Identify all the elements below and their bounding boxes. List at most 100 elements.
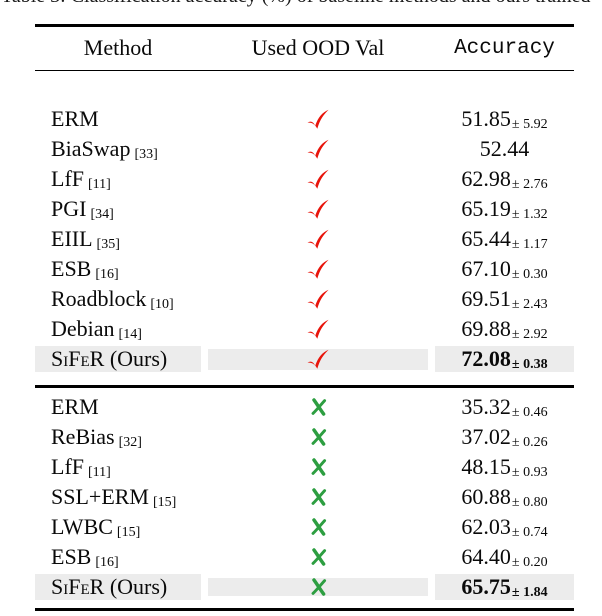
cross-icon — [311, 458, 326, 476]
check-icon — [307, 169, 329, 189]
column-gap — [428, 134, 435, 164]
cross-icon — [311, 548, 326, 566]
cross-icon — [311, 518, 326, 536]
accuracy-stddev: ± 0.30 — [511, 267, 548, 282]
citation-ref: [16] — [95, 555, 119, 570]
method-cell: SiFeR (Ours) — [35, 346, 201, 372]
ood-val-cell — [208, 577, 428, 597]
method-name: ESB — [51, 544, 92, 569]
method-cell: Roadblock [10] — [35, 286, 201, 312]
citation-ref: [34] — [90, 207, 114, 222]
accuracy-cell: 65.19± 1.32 — [435, 196, 574, 222]
table-row: Debian [14] 69.88± 2.92 — [35, 314, 574, 344]
method-cell: SiFeR (Ours) — [35, 574, 201, 600]
accuracy-value: 48.15 — [461, 454, 511, 479]
method-cell: LWBC [15] — [35, 514, 201, 540]
method-name: SiFeR — [51, 574, 105, 599]
method-suffix: (Ours) — [104, 574, 168, 599]
accuracy-value: 72.08 — [461, 346, 511, 371]
column-gap — [428, 572, 435, 602]
ood-val-cell — [208, 139, 428, 160]
method-cell: ESB [16] — [35, 256, 201, 282]
accuracy-value: 51.85 — [461, 106, 511, 131]
accuracy-stddev: ± 1.32 — [511, 207, 548, 222]
citation-ref: [11] — [88, 177, 111, 192]
column-gap — [201, 392, 208, 422]
citation-ref: [32] — [118, 435, 142, 450]
method-name: ERM — [51, 106, 99, 131]
accuracy-cell: 65.75± 1.84 — [435, 574, 574, 600]
ood-val-cell — [208, 398, 428, 416]
check-icon — [307, 349, 329, 369]
column-gap — [201, 224, 208, 254]
method-cell: LfF [11] — [35, 454, 201, 480]
method-cell: ReBias [32] — [35, 424, 201, 450]
column-gap — [428, 452, 435, 482]
column-gap — [428, 482, 435, 512]
accuracy-cell: 72.08± 0.38 — [435, 346, 574, 372]
method-cell: LfF [11] — [35, 166, 201, 192]
check-icon — [307, 109, 329, 129]
accuracy-stddev: ± 5.92 — [511, 117, 548, 132]
column-gap — [428, 164, 435, 194]
results-table: Method Used OOD Val Accuracy ERM 51.85± 5… — [35, 24, 574, 611]
column-gap — [201, 194, 208, 224]
column-gap — [201, 104, 208, 134]
cross-icon — [311, 488, 326, 506]
ood-val-cell — [208, 428, 428, 446]
method-name: ERM — [51, 394, 99, 419]
table-row: ESB [16] 64.40± 0.20 — [35, 542, 574, 572]
method-cell: EIIL [35] — [35, 226, 201, 252]
accuracy-cell: 65.44± 1.17 — [435, 226, 574, 252]
method-name: BiaSwap — [51, 136, 131, 161]
caption-clipped: Table 3: Classification accuracy (%) of … — [1, 0, 602, 8]
column-header-method: Method — [83, 35, 153, 60]
table-row: EIIL [35] 65.44± 1.17 — [35, 224, 574, 254]
accuracy-value: 67.10 — [461, 256, 511, 281]
method-name: SSL+ERM — [51, 484, 149, 509]
ood-val-cell — [208, 199, 428, 220]
accuracy-value: 52.44 — [479, 136, 530, 161]
check-icon — [307, 199, 329, 219]
method-name: Debian — [51, 316, 115, 341]
section-gap — [35, 71, 574, 104]
column-gap — [428, 194, 435, 224]
accuracy-stddev: ± 2.92 — [511, 327, 548, 342]
column-gap — [428, 224, 435, 254]
method-cell: BiaSwap [33] — [35, 136, 201, 162]
header-rule — [35, 69, 574, 71]
table-row: SSL+ERM [15] 60.88± 0.80 — [35, 482, 574, 512]
column-gap — [428, 542, 435, 572]
column-gap — [201, 254, 208, 284]
column-gap — [428, 254, 435, 284]
column-gap — [201, 164, 208, 194]
table-row: ERM 51.85± 5.92 — [35, 104, 574, 134]
citation-ref: [14] — [118, 327, 142, 342]
method-name: EIIL — [51, 226, 93, 251]
column-gap — [428, 314, 435, 344]
column-gap — [201, 452, 208, 482]
ood-val-cell — [208, 518, 428, 536]
column-gap — [428, 422, 435, 452]
column-gap — [201, 482, 208, 512]
table-row: SiFeR (Ours) 72.08± 0.38 — [35, 344, 574, 374]
method-cell: ERM — [35, 106, 201, 132]
ood-val-cell — [208, 109, 428, 130]
accuracy-value: 37.02 — [461, 424, 511, 449]
method-name: ESB — [51, 256, 92, 281]
table-row: LWBC [15] 62.03± 0.74 — [35, 512, 574, 542]
accuracy-stddev: ± 1.84 — [511, 585, 548, 600]
accuracy-value: 65.19 — [461, 196, 511, 221]
table-row: SiFeR (Ours) 65.75± 1.84 — [35, 572, 574, 602]
table-row: ERM 35.32± 0.46 — [35, 392, 574, 422]
section-divider-rule — [35, 385, 574, 388]
method-name: LfF — [51, 454, 84, 479]
ood-val-cell — [208, 289, 428, 310]
accuracy-value: 69.51 — [461, 286, 511, 311]
ood-val-cell — [208, 319, 428, 340]
bottom-rule — [35, 608, 574, 611]
ood-val-cell — [208, 488, 428, 506]
method-cell: Debian [14] — [35, 316, 201, 342]
accuracy-cell: 37.02± 0.26 — [435, 424, 574, 450]
